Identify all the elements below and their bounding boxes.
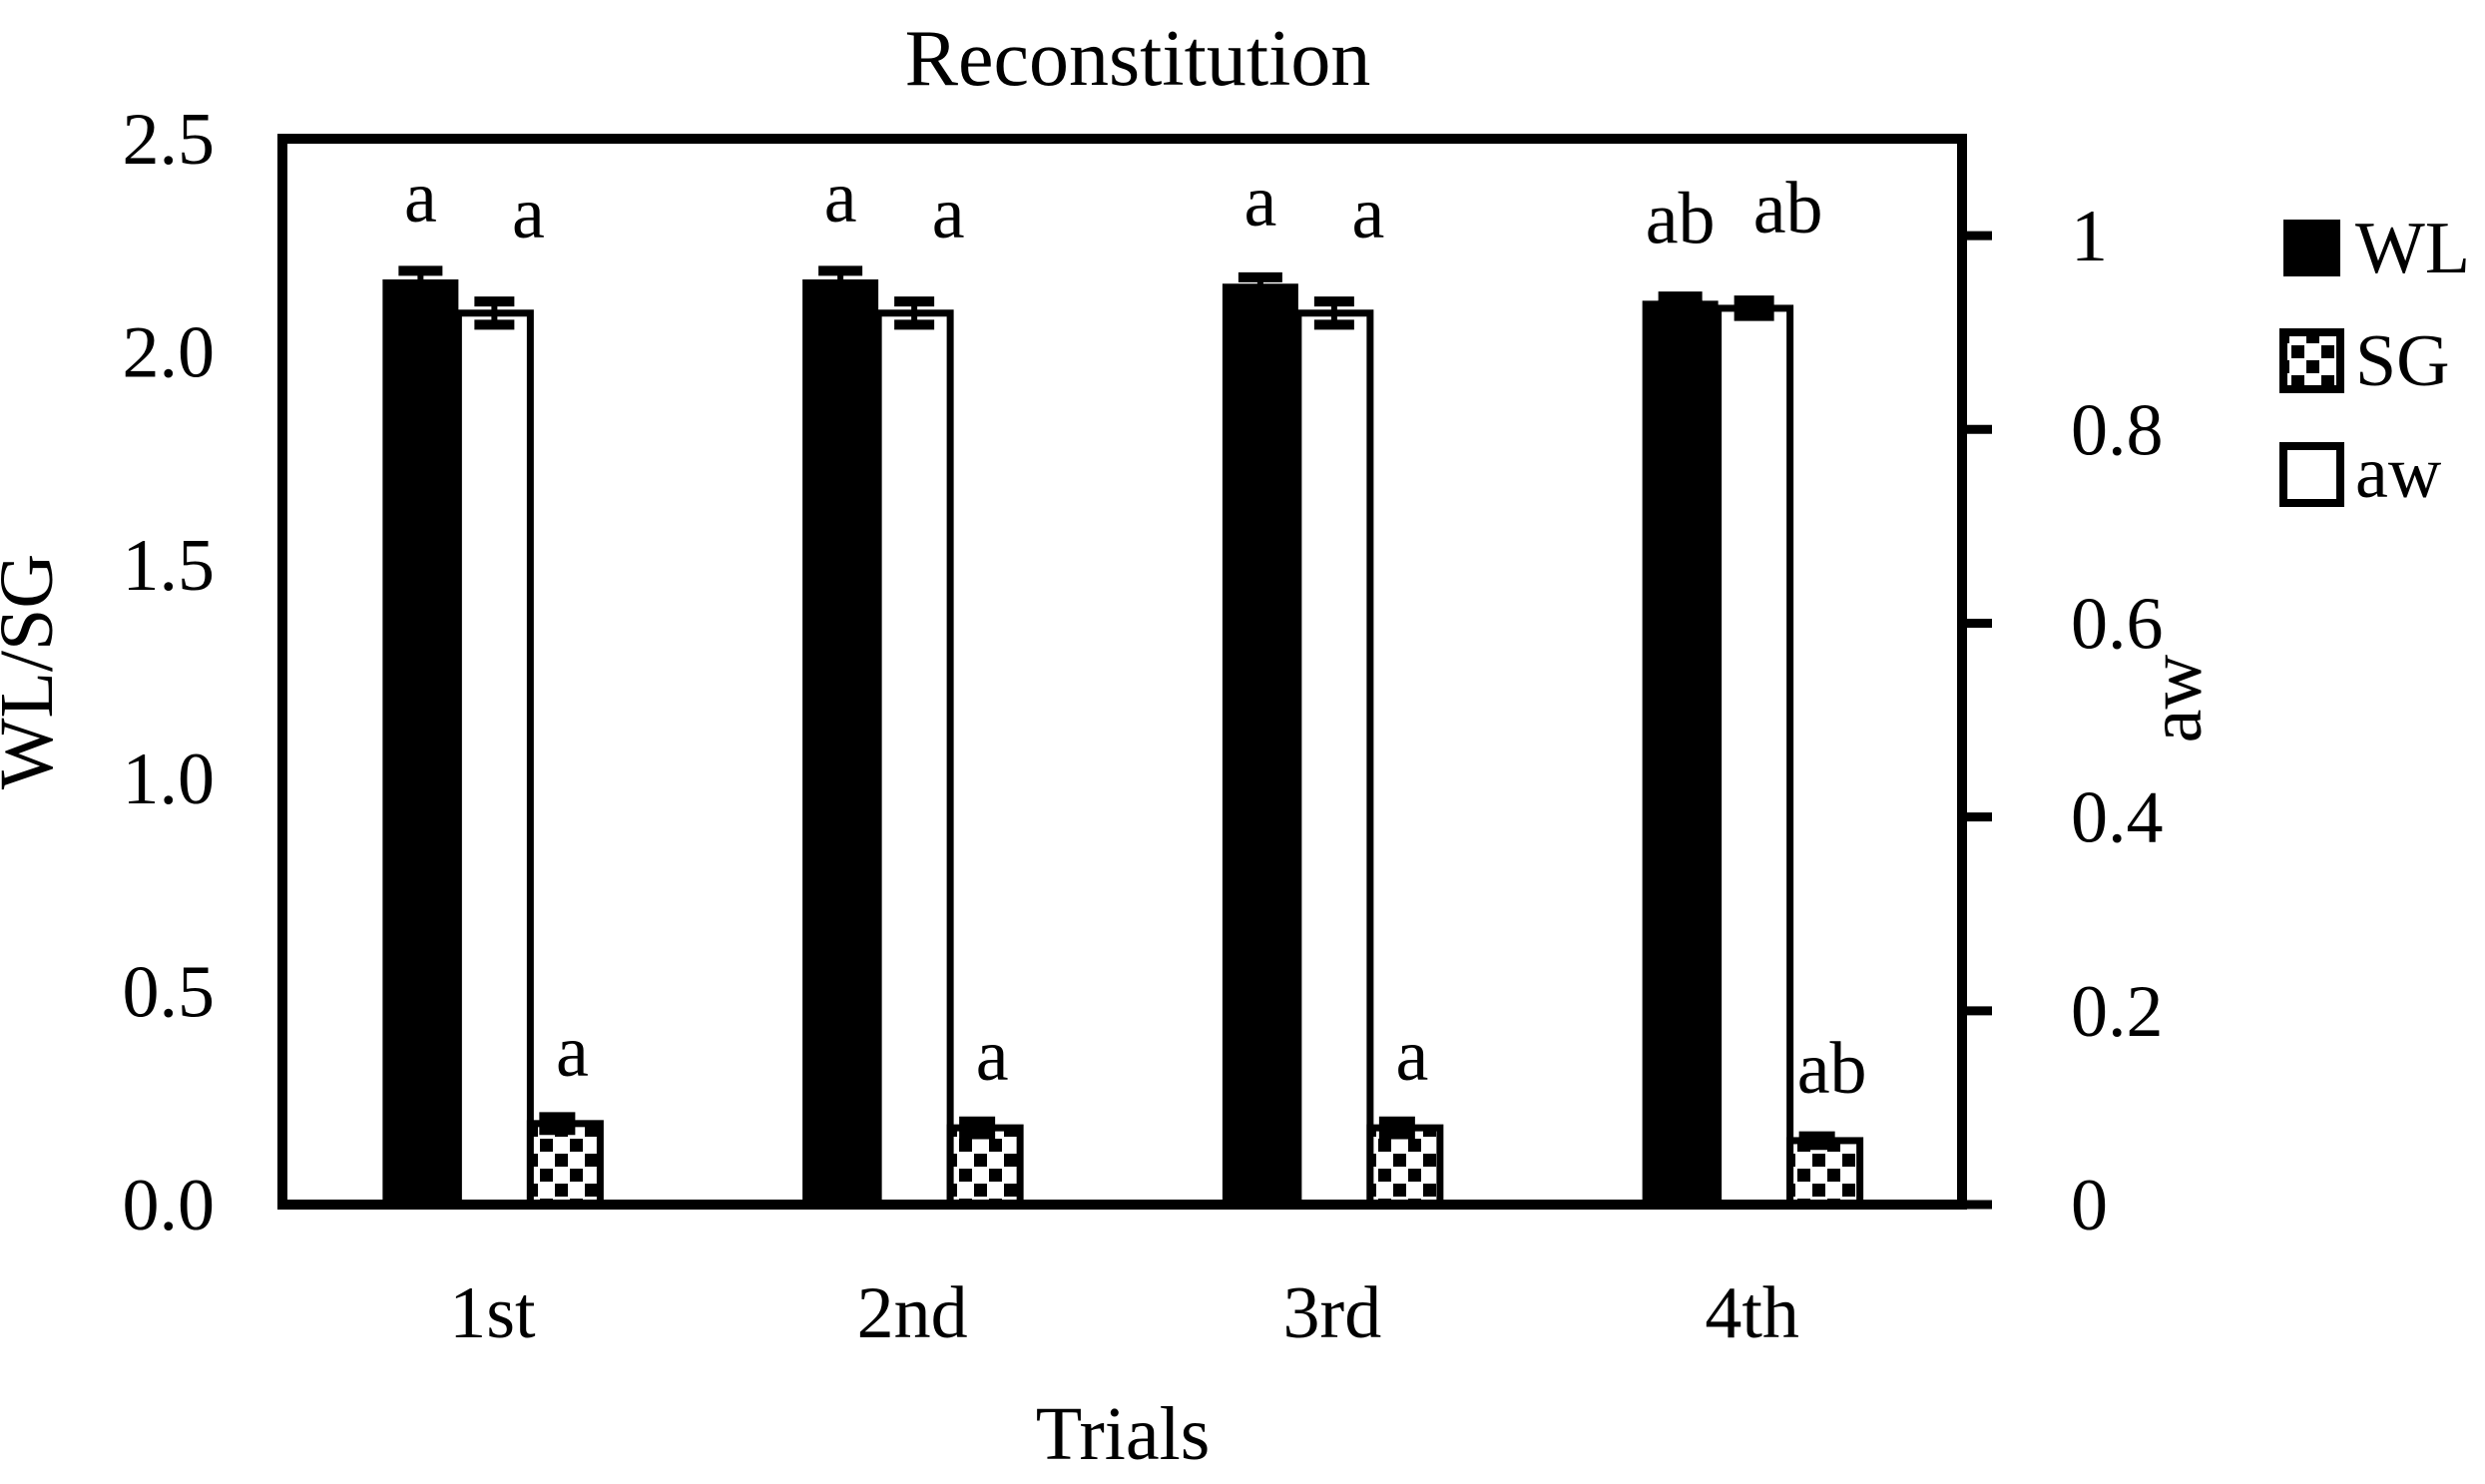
right-tick-label-0.2: 0.2 — [2071, 971, 2164, 1053]
bar-aw-3rd — [1294, 309, 1374, 1209]
x-tick-label-2nd: 2nd — [857, 1272, 968, 1354]
sig-letter-WL-4th: ab — [1646, 178, 1716, 259]
bar-SG-4th — [1786, 1137, 1864, 1209]
bars-layer — [382, 278, 1864, 1209]
x-tick-label-3rd: 3rd — [1283, 1272, 1382, 1354]
right-tick-label-0: 0 — [2071, 1165, 2108, 1246]
x-tick-label-4th: 4th — [1705, 1272, 1799, 1354]
legend-swatch-sg — [2279, 328, 2344, 393]
right-axis-title: aw — [2134, 655, 2218, 743]
bar-aw-2nd — [874, 309, 954, 1209]
legend-label-aw: aw — [2355, 432, 2442, 514]
sig-letter-aw-1st: a — [512, 173, 545, 254]
sig-letter-WL-1st: a — [404, 157, 437, 239]
bar-WL-1st — [382, 278, 459, 1205]
legend-item-sg: SG — [2279, 320, 2450, 402]
left-tick-label-1.0: 1.0 — [123, 739, 216, 820]
sig-letter-WL-2nd: a — [824, 157, 857, 239]
x-axis-title: Trials — [1036, 1392, 1211, 1476]
error-bars-layer — [398, 265, 1835, 1151]
left-tick-label-1.5: 1.5 — [123, 525, 216, 607]
sig-letter-aw-4th: ab — [1753, 168, 1823, 249]
bar-aw-1st — [454, 309, 534, 1209]
sig-letter-aw-3rd: a — [1351, 173, 1384, 254]
chart-title: Reconstitution — [905, 15, 1371, 103]
right-tick-label-0.8: 0.8 — [2071, 389, 2164, 471]
bar-WL-4th — [1642, 300, 1719, 1205]
bar-SG-3rd — [1366, 1124, 1444, 1209]
bar-WL-2nd — [802, 278, 879, 1205]
bar-SG-2nd — [946, 1124, 1024, 1209]
sig-letter-aw-2nd: a — [932, 173, 965, 254]
x-tick-label-1st: 1st — [449, 1272, 536, 1354]
sig-letter-SG-3rd: a — [1395, 1015, 1428, 1097]
bar-aw-4th — [1715, 304, 1794, 1209]
bar-WL-3rd — [1222, 283, 1298, 1205]
legend-item-wl: WL — [2283, 208, 2470, 289]
axes-layer: 1st 2nd 3rd 4th 0.0 0.5 1.0 1.5 2.0 2.5 0 0.2 0.4 0.6… — [123, 99, 2164, 1354]
left-tick-label-0.5: 0.5 — [123, 951, 216, 1033]
sig-letter-SG-2nd: a — [976, 1015, 1009, 1097]
legend-label-wl: WL — [2355, 208, 2470, 289]
left-tick-label-2.5: 2.5 — [123, 99, 216, 181]
legend-swatch-wl — [2283, 220, 2340, 276]
right-tick-label-0.6: 0.6 — [2071, 583, 2164, 665]
sig-letter-SG-4th: ab — [1797, 1028, 1867, 1110]
legend-label-sg: SG — [2355, 320, 2450, 402]
legend: WL SG aw — [2279, 208, 2470, 514]
left-axis-title: WL/SG — [0, 554, 69, 789]
bar-SG-1st — [526, 1120, 604, 1209]
plot-border — [277, 134, 1967, 1210]
right-tick-label-1: 1 — [2071, 196, 2108, 277]
sig-letter-SG-1st: a — [556, 1011, 589, 1093]
legend-item-aw: aw — [2279, 432, 2442, 514]
legend-swatch-aw — [2279, 442, 2344, 507]
sig-letter-WL-3rd: a — [1243, 161, 1276, 243]
right-tick-label-0.4: 0.4 — [2071, 777, 2164, 859]
left-tick-label-2.0: 2.0 — [123, 312, 216, 394]
left-tick-label-0.0: 0.0 — [123, 1165, 216, 1246]
